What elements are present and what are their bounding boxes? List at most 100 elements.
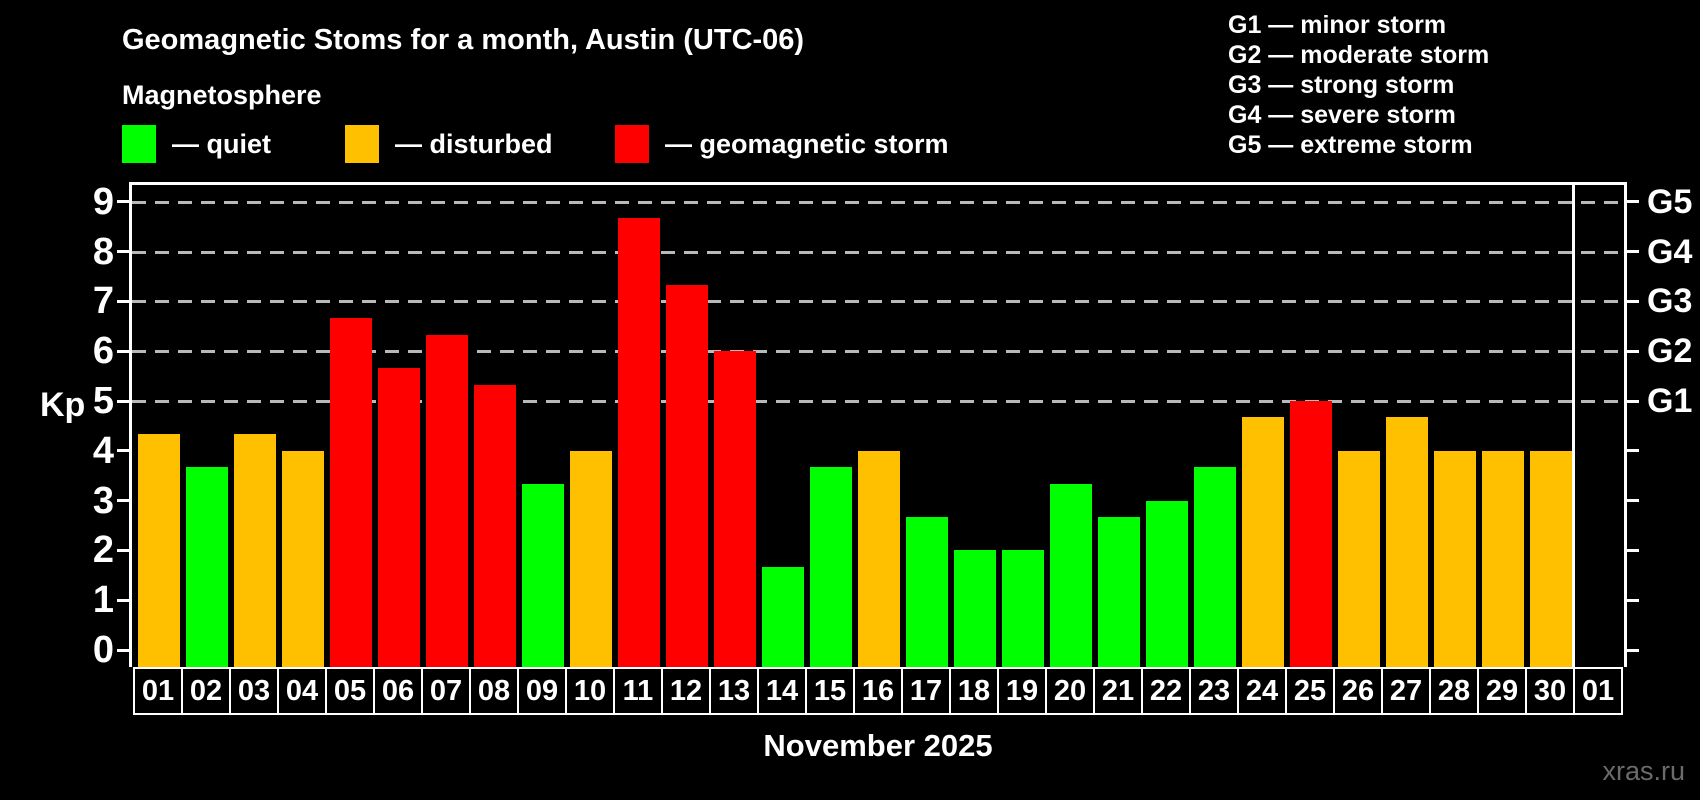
day-label-15: 15 xyxy=(805,667,855,715)
day-label-01-next-month: 01 xyxy=(1573,667,1623,715)
watermark: xras.ru xyxy=(1602,756,1685,786)
day-label-05: 05 xyxy=(325,667,375,715)
bar-day-16 xyxy=(858,451,900,667)
g-legend-line-4: G4 — severe storm xyxy=(1228,101,1456,129)
y-axis-label-1: 1 xyxy=(92,579,114,621)
day-label-02: 02 xyxy=(181,667,231,715)
day-label-11: 11 xyxy=(613,667,663,715)
day-label-27: 27 xyxy=(1381,667,1431,715)
y-axis-tick-right-5 xyxy=(1627,400,1639,403)
bar-day-15 xyxy=(810,467,852,667)
storm-legend-label: — geomagnetic storm xyxy=(665,129,949,159)
g-legend-line-5: G5 — extreme storm xyxy=(1228,131,1473,159)
gridline-kp-6 xyxy=(132,350,1624,353)
y-axis-tick-right-1 xyxy=(1627,599,1639,602)
bar-day-11 xyxy=(618,218,660,667)
bar-day-03 xyxy=(234,434,276,667)
plot-area xyxy=(132,185,1624,667)
bar-day-23 xyxy=(1194,467,1236,667)
y-axis-tick-left-7 xyxy=(117,300,129,303)
y-axis-title: Kp xyxy=(40,386,86,424)
bar-day-07 xyxy=(426,335,468,667)
chart-title: Geomagnetic Stoms for a month, Austin (U… xyxy=(122,24,805,56)
y-axis-tick-left-9 xyxy=(117,200,129,203)
y-axis-label-9: 9 xyxy=(92,181,114,223)
day-label-04: 04 xyxy=(277,667,327,715)
gridline-kp-7 xyxy=(132,300,1624,303)
day-label-14: 14 xyxy=(757,667,807,715)
g-legend-line-1: G1 — minor storm xyxy=(1228,11,1447,39)
bar-day-12 xyxy=(666,285,708,667)
bar-day-22 xyxy=(1146,501,1188,667)
day-label-10: 10 xyxy=(565,667,615,715)
bar-day-04 xyxy=(282,451,324,667)
y-axis-tick-right-0 xyxy=(1627,649,1639,652)
plot-frame xyxy=(129,182,1627,667)
y-axis-tick-right-3 xyxy=(1627,499,1639,502)
right-axis-label-G4: G4 xyxy=(1647,233,1693,271)
bar-day-25 xyxy=(1290,401,1332,667)
gridline-kp-5 xyxy=(132,400,1624,403)
y-axis-tick-right-8 xyxy=(1627,250,1639,253)
day-label-30: 30 xyxy=(1525,667,1575,715)
bar-day-19 xyxy=(1002,550,1044,667)
day-label-19: 19 xyxy=(997,667,1047,715)
quiet-legend-label: — quiet xyxy=(172,129,271,159)
y-axis-tick-right-6 xyxy=(1627,350,1639,353)
bar-day-09 xyxy=(522,484,564,667)
day-label-20: 20 xyxy=(1045,667,1095,715)
y-axis-tick-right-2 xyxy=(1627,549,1639,552)
storm-legend-swatch xyxy=(615,125,649,163)
y-axis-label-8: 8 xyxy=(92,231,114,273)
bar-day-30 xyxy=(1530,451,1572,667)
day-label-01: 01 xyxy=(133,667,183,715)
day-label-29: 29 xyxy=(1477,667,1527,715)
bar-day-27 xyxy=(1386,417,1428,667)
y-axis-tick-left-4 xyxy=(117,449,129,452)
y-axis-tick-left-8 xyxy=(117,250,129,253)
y-axis-tick-right-9 xyxy=(1627,200,1639,203)
right-axis-label-G2: G2 xyxy=(1647,332,1693,370)
bar-day-26 xyxy=(1338,451,1380,667)
bar-day-17 xyxy=(906,517,948,667)
day-label-24: 24 xyxy=(1237,667,1287,715)
y-axis-tick-left-1 xyxy=(117,599,129,602)
y-axis-tick-left-5 xyxy=(117,400,129,403)
day-label-03: 03 xyxy=(229,667,279,715)
disturbed-legend-label: — disturbed xyxy=(395,129,553,159)
bar-day-29 xyxy=(1482,451,1524,667)
y-axis-label-0: 0 xyxy=(92,629,114,671)
y-axis-tick-left-6 xyxy=(117,350,129,353)
bar-day-18 xyxy=(954,550,996,667)
y-axis-label-3: 3 xyxy=(92,480,114,522)
y-axis-label-6: 6 xyxy=(92,330,114,372)
y-axis-label-2: 2 xyxy=(92,529,114,571)
day-label-09: 09 xyxy=(517,667,567,715)
bar-day-06 xyxy=(378,368,420,667)
gridline-kp-9 xyxy=(132,201,1624,204)
y-axis-tick-left-0 xyxy=(117,649,129,652)
bar-day-10 xyxy=(570,451,612,667)
y-axis-label-5: 5 xyxy=(92,380,114,422)
day-label-08: 08 xyxy=(469,667,519,715)
chart-subtitle: Magnetosphere xyxy=(122,80,322,110)
day-label-13: 13 xyxy=(709,667,759,715)
y-axis-label-7: 7 xyxy=(92,280,114,322)
day-label-21: 21 xyxy=(1093,667,1143,715)
x-axis-title: November 2025 xyxy=(763,728,993,763)
day-label-22: 22 xyxy=(1141,667,1191,715)
bar-day-20 xyxy=(1050,484,1092,667)
y-axis-tick-right-7 xyxy=(1627,300,1639,303)
y-axis-tick-left-3 xyxy=(117,499,129,502)
g-legend-line-3: G3 — strong storm xyxy=(1228,71,1455,99)
right-axis-label-G1: G1 xyxy=(1647,382,1693,420)
gridline-kp-8 xyxy=(132,251,1624,254)
bar-day-24 xyxy=(1242,417,1284,667)
bar-day-13 xyxy=(714,351,756,667)
disturbed-legend-swatch xyxy=(345,125,379,163)
right-axis-label-G3: G3 xyxy=(1647,282,1693,320)
quiet-legend-swatch xyxy=(122,125,156,163)
g-legend-line-2: G2 — moderate storm xyxy=(1228,41,1490,69)
y-axis-tick-left-2 xyxy=(117,549,129,552)
